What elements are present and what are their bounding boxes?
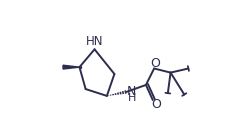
Text: N: N [127,85,136,98]
Text: O: O [152,98,161,111]
Polygon shape [63,65,79,69]
Text: H: H [128,93,136,103]
Text: O: O [150,57,160,69]
Text: HN: HN [86,35,103,48]
